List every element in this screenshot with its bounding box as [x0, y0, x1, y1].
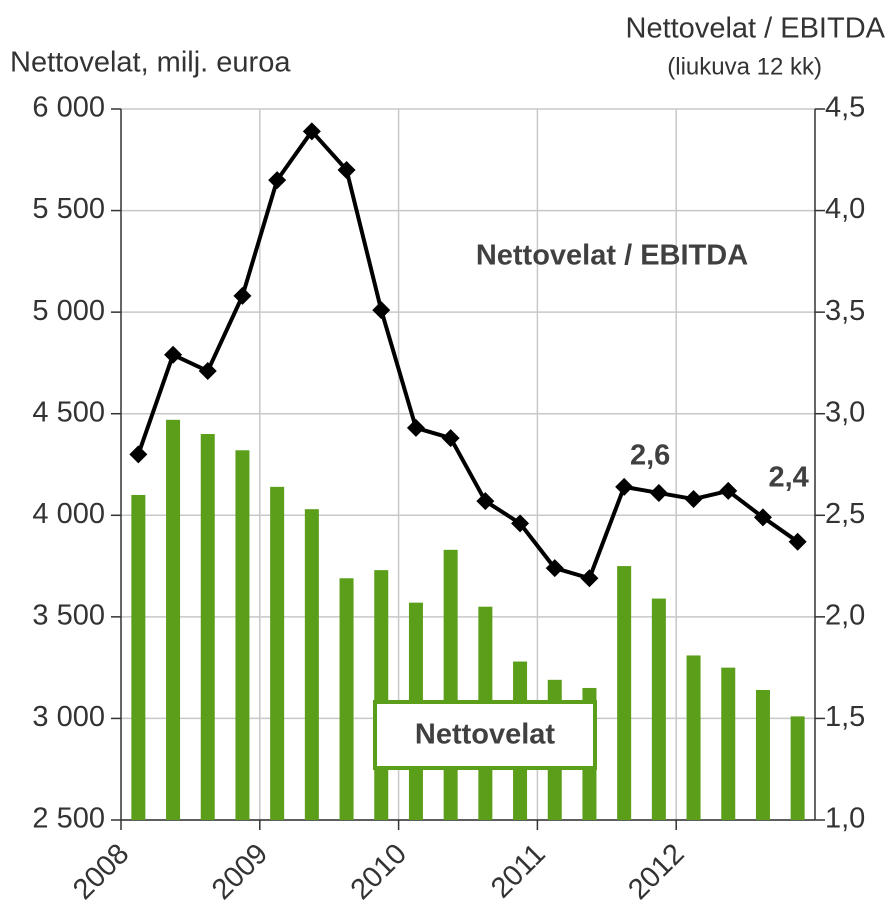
bar [200, 434, 215, 820]
bar [131, 494, 146, 820]
marker [164, 345, 183, 364]
y-tick-label: 3 500 [32, 600, 105, 632]
y-axis-title: Nettovelat, milj. euroa [10, 47, 291, 79]
marker [580, 569, 599, 588]
y2-tick-label: 4,5 [825, 92, 865, 124]
y2-axis-subtitle: (liukuva 12 kk) [667, 53, 822, 80]
marker [372, 301, 391, 320]
data-label: 2,4 [768, 461, 808, 493]
marker [788, 532, 807, 551]
y-tick-label: 5 500 [32, 193, 105, 225]
y2-tick-label: 1,5 [825, 701, 865, 733]
marker [545, 559, 564, 578]
y-tick-label: 2 500 [32, 803, 105, 835]
marker [441, 429, 460, 448]
y-tick-label: 3 000 [32, 701, 105, 733]
bar [235, 450, 250, 820]
bar [651, 598, 666, 820]
marker [233, 286, 252, 305]
bar [686, 655, 701, 820]
data-label: 2,6 [630, 440, 670, 472]
marker [615, 477, 634, 496]
y-tick-label: 6 000 [32, 92, 105, 124]
bar [617, 566, 632, 820]
marker [476, 492, 495, 511]
marker [406, 418, 425, 437]
bar [304, 509, 319, 820]
marker [302, 122, 321, 141]
x-tick-label: 2012 [622, 838, 690, 906]
marker [753, 508, 772, 527]
bar [790, 716, 805, 820]
y-tick-label: 4 500 [32, 396, 105, 428]
annotation: Nettovelat / EBITDA [476, 240, 748, 272]
x-tick-label: 2010 [345, 838, 413, 906]
y2-axis-title: Nettovelat / EBITDA [626, 13, 886, 45]
annotation-box [373, 700, 597, 770]
marker [198, 362, 217, 381]
marker [337, 160, 356, 179]
y-tick-label: 4 000 [32, 498, 105, 530]
marker [649, 483, 668, 502]
bar [755, 689, 770, 820]
bar [374, 570, 389, 820]
marker [684, 490, 703, 509]
bar [339, 578, 354, 820]
marker [719, 481, 738, 500]
marker [268, 171, 287, 190]
y2-tick-label: 3,5 [825, 295, 865, 327]
bar [721, 667, 736, 820]
x-tick-label: 2011 [485, 838, 552, 905]
marker [129, 445, 148, 464]
annotation: Nettovelat [415, 719, 556, 751]
y2-tick-label: 4,0 [825, 193, 865, 225]
x-tick-label: 2009 [206, 838, 274, 906]
y2-tick-label: 3,0 [825, 396, 865, 428]
x-tick-label: 2008 [67, 838, 135, 906]
y2-tick-label: 1,0 [825, 803, 865, 835]
y2-tick-label: 2,5 [825, 498, 865, 530]
marker [511, 514, 530, 533]
y-tick-label: 5 000 [32, 295, 105, 327]
bar [166, 419, 181, 820]
bar [443, 549, 458, 820]
y2-tick-label: 2,0 [825, 600, 865, 632]
bar [270, 486, 285, 820]
